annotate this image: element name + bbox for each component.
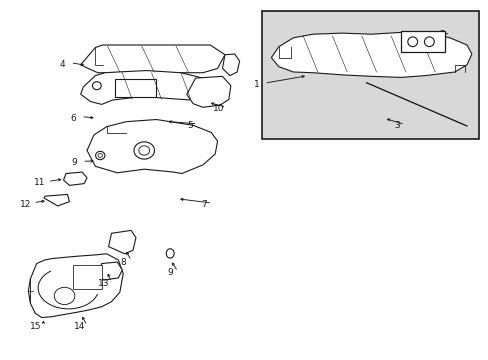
Ellipse shape: [95, 152, 104, 160]
Polygon shape: [222, 54, 239, 76]
Polygon shape: [186, 76, 230, 107]
Text: 6: 6: [70, 113, 76, 122]
Ellipse shape: [92, 82, 101, 90]
Ellipse shape: [54, 287, 75, 305]
Text: 14: 14: [73, 323, 85, 331]
Bar: [115, 79, 156, 97]
Text: 2: 2: [439, 30, 445, 39]
Text: 4: 4: [60, 60, 65, 69]
Ellipse shape: [98, 153, 102, 158]
Polygon shape: [81, 71, 219, 104]
Polygon shape: [87, 120, 217, 174]
Polygon shape: [81, 45, 224, 73]
Text: 9: 9: [71, 158, 77, 167]
Text: 11: 11: [34, 178, 46, 187]
Text: 12: 12: [20, 199, 31, 209]
Ellipse shape: [134, 142, 154, 159]
Ellipse shape: [424, 37, 433, 46]
Polygon shape: [108, 230, 136, 254]
Text: 15: 15: [29, 323, 41, 331]
Polygon shape: [99, 262, 122, 280]
Text: 1: 1: [253, 80, 259, 89]
Text: 7: 7: [201, 200, 207, 209]
Bar: [261, 11, 478, 139]
Polygon shape: [63, 172, 87, 185]
Text: 3: 3: [393, 122, 399, 130]
Polygon shape: [28, 254, 123, 318]
Text: 5: 5: [186, 121, 192, 130]
Ellipse shape: [407, 37, 417, 46]
Ellipse shape: [139, 146, 149, 155]
Bar: [400, 31, 444, 52]
Bar: [73, 265, 102, 289]
Polygon shape: [44, 194, 69, 206]
Polygon shape: [271, 32, 471, 77]
Text: 9: 9: [167, 269, 173, 277]
Text: 8: 8: [121, 258, 126, 266]
Text: 13: 13: [98, 279, 109, 288]
Text: 10: 10: [212, 104, 224, 113]
Ellipse shape: [166, 249, 174, 258]
